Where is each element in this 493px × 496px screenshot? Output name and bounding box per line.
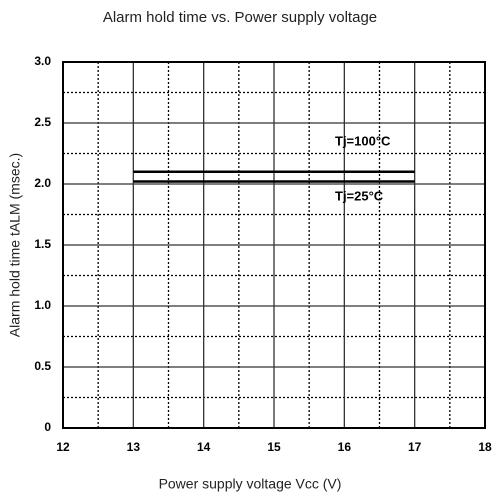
x-tick-label: 14 — [197, 440, 211, 454]
x-tick-label: 13 — [127, 440, 141, 454]
x-tick-label: 18 — [478, 440, 492, 454]
y-tick-label: 3.0 — [34, 54, 51, 68]
y-tick-label: 2.0 — [34, 176, 51, 190]
chart-title: Alarm hold time vs. Power supply voltage — [103, 9, 377, 26]
x-axis-label: Power supply voltage Vcc (V) — [159, 476, 342, 492]
y-tick-label: 0 — [44, 420, 51, 434]
x-tick-label: 12 — [56, 440, 70, 454]
y-tick-label: 1.5 — [34, 237, 51, 251]
x-tick-label: 15 — [267, 440, 281, 454]
series-label: Tj=25°C — [335, 188, 384, 203]
y-tick-label: 0.5 — [34, 359, 51, 373]
x-tick-label: 17 — [408, 440, 422, 454]
plot-frame — [62, 61, 486, 429]
y-axis-label: Alarm hold time tALM (msec.) — [7, 153, 23, 337]
series-label: Tj=100°C — [335, 133, 391, 148]
y-tick-label: 1.0 — [34, 298, 51, 312]
x-tick-label: 16 — [338, 440, 352, 454]
y-tick-label: 2.5 — [34, 115, 51, 129]
